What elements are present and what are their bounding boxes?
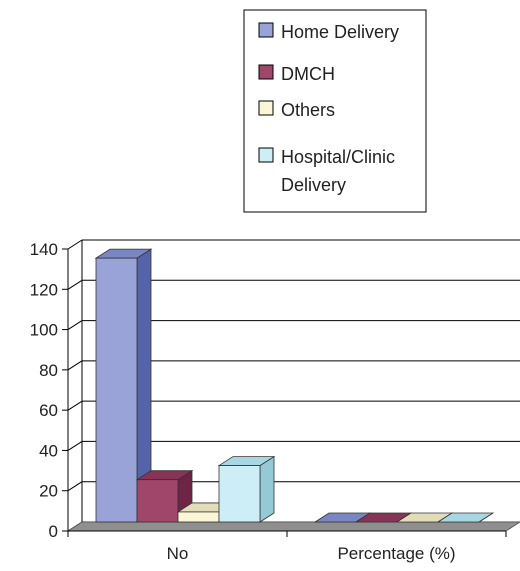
bar bbox=[436, 512, 495, 523]
y-tick-label: 0 bbox=[49, 522, 58, 541]
y-tick-label: 20 bbox=[39, 482, 58, 501]
y-tick-label: 140 bbox=[30, 240, 58, 259]
y-tick-label: 120 bbox=[30, 280, 58, 299]
x-tick-label: Percentage (%) bbox=[337, 544, 455, 563]
gridline-depth bbox=[67, 400, 83, 411]
gridline-depth bbox=[67, 239, 83, 250]
bars bbox=[94, 248, 495, 523]
y-tick-label: 60 bbox=[39, 401, 58, 420]
legend-label: Home Delivery bbox=[281, 22, 399, 42]
y-tick-label: 40 bbox=[39, 441, 58, 460]
chart-floor bbox=[66, 521, 520, 532]
bar-front bbox=[177, 511, 220, 523]
bar-front bbox=[218, 465, 261, 523]
legend: Home Delivery DMCH Others Hospital/Clinic De… bbox=[243, 9, 427, 213]
legend-swatch bbox=[258, 147, 274, 163]
y-tick-label: 100 bbox=[30, 321, 58, 340]
axes bbox=[66, 240, 520, 532]
gridline-depth bbox=[67, 320, 83, 330]
legend-box bbox=[243, 9, 427, 213]
bar-front bbox=[95, 257, 138, 523]
legend-label: DMCH bbox=[281, 64, 335, 84]
gridline-depth bbox=[67, 481, 83, 492]
legend-swatch bbox=[258, 64, 274, 80]
x-tick-labels: No Percentage (%) bbox=[67, 531, 507, 563]
bar-top bbox=[436, 512, 495, 523]
legend-swatch bbox=[258, 22, 274, 38]
legend-label: Delivery bbox=[281, 175, 346, 195]
gridline-depth bbox=[67, 279, 83, 290]
y-tick-label: 80 bbox=[39, 361, 58, 380]
bar-front bbox=[136, 479, 179, 523]
bar bbox=[217, 455, 276, 523]
legend-label: Hospital/Clinic bbox=[281, 147, 395, 167]
x-tick-label: No bbox=[167, 544, 189, 563]
bar-side bbox=[259, 455, 275, 523]
legend-label: Others bbox=[281, 100, 335, 120]
y-tick-labels: 0 20 40 60 80 100 120 140 bbox=[30, 240, 68, 541]
bar bbox=[94, 248, 153, 523]
legend-swatch bbox=[258, 100, 274, 116]
gridline-depth bbox=[67, 441, 83, 451]
gridline-depth bbox=[67, 360, 83, 371]
